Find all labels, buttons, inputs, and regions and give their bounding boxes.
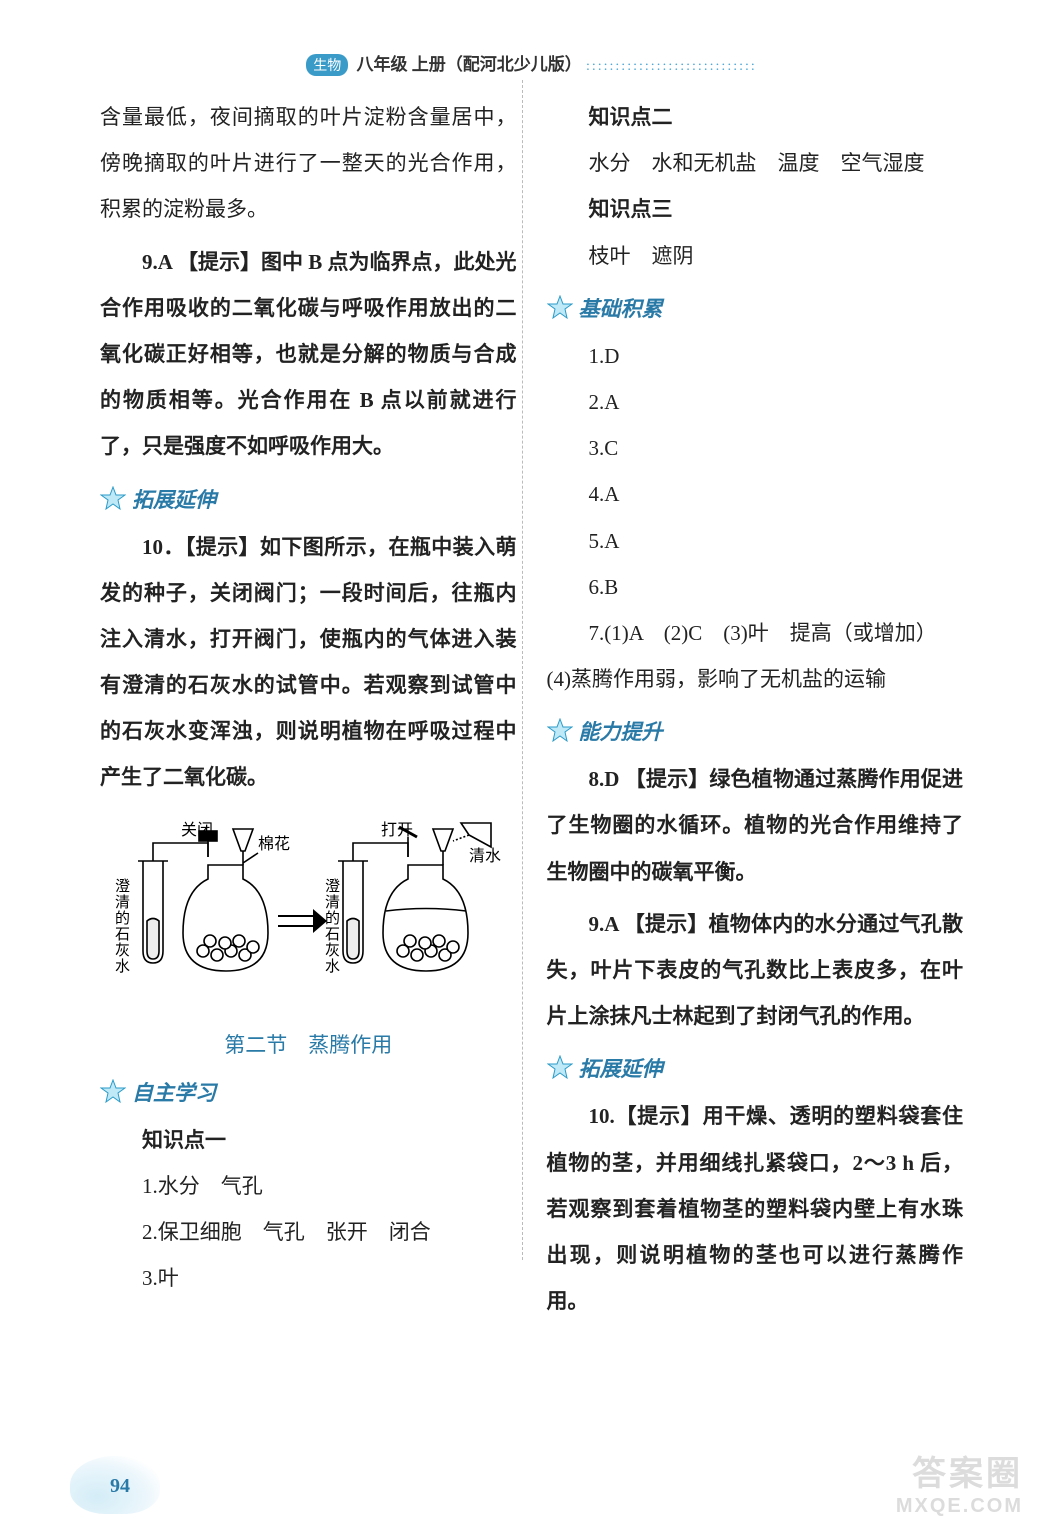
subject-badge: 生物 [306, 54, 348, 76]
page-number: 94 [110, 1475, 130, 1498]
label-open: 打开 [381, 821, 413, 839]
para-continuation: 含量最低，夜间摘取的叶片淀粉含量居中，傍晚摘取的叶片进行了一整天的光合作用，积累… [100, 94, 517, 233]
answer-9r: 9.A 【提示】植物体内的水分通过气孔散失，叶片下表皮的气孔数比上表皮多，在叶片… [547, 901, 964, 1040]
section-basics: 基础积累 [547, 293, 964, 323]
section-extension-label: 拓展延伸 [132, 484, 216, 514]
section-ability-label: 能力提升 [579, 716, 663, 746]
answer-9: 9.A 【提示】图中 B 点为临界点，此处光合作用吸收的二氧化碳与呼吸作用放出的… [100, 239, 517, 470]
star-icon [100, 486, 126, 512]
section-extension: 拓展延伸 [100, 484, 517, 514]
watermark-line2: MXQE.COM [896, 1495, 1023, 1518]
knowledge-point-1: 知识点一 [100, 1117, 517, 1163]
answer-2: 2.保卫细胞 气孔 张开 闭合 [100, 1209, 517, 1255]
knowledge-point-2: 知识点二 [547, 94, 964, 140]
q9r-text: 9.A 【提示】植物体内的水分通过气孔散失，叶片下表皮的气孔数比上表皮多，在叶片… [547, 912, 964, 1028]
b4: 4.A [547, 471, 964, 517]
b2: 2.A [547, 379, 964, 425]
answer-10r: 10.【提示】用干燥、透明的塑料袋套住植物的茎，并用细线扎紧袋口，2～3 h 后… [547, 1093, 964, 1324]
answer-8: 8.D 【提示】绿色植物通过蒸腾作用促进了生物圈的水循环。植物的光合作用维持了生… [547, 756, 964, 895]
section-ext-r-label: 拓展延伸 [579, 1053, 663, 1083]
experiment-diagram: 关闭 棉花 打开 清水 澄清的石灰水 澄清的石灰水 [100, 821, 517, 1001]
label-close: 关闭 [181, 821, 213, 839]
label-fresh: 清水 [469, 847, 501, 865]
q9-text: 9.A 【提示】图中 B 点为临界点，此处光合作用吸收的二氧化碳与呼吸作用放出的… [100, 250, 517, 459]
right-column: 知识点二 水分 水和无机盐 温度 空气湿度 知识点三 枝叶 遮阴 基础积累 1.… [547, 94, 964, 1330]
section-self-study: 自主学习 [100, 1077, 517, 1107]
label-cotton: 棉花 [258, 835, 290, 853]
watermark-line1: 答案圈 [896, 1446, 1023, 1495]
answer-3: 3.叶 [100, 1255, 517, 1301]
star-icon [547, 295, 573, 321]
b1: 1.D [547, 333, 964, 379]
b5: 5.A [547, 518, 964, 564]
watermark: 答案圈 MXQE.COM [896, 1446, 1023, 1518]
star-icon [547, 1055, 573, 1081]
b7a: 7.(1)A (2)C (3)叶 提高（或增加） [547, 610, 964, 656]
answer-10: 10．【提示】如下图所示，在瓶中装入萌发的种子，关闭阀门；一段时间后，往瓶内注入… [100, 524, 517, 801]
b6: 6.B [547, 564, 964, 610]
b7b: (4)蒸腾作用弱，影响了无机盐的运输 [547, 656, 964, 702]
left-column: 含量最低，夜间摘取的叶片淀粉含量居中，傍晚摘取的叶片进行了一整天的光合作用，积累… [100, 94, 517, 1330]
section-self-label: 自主学习 [132, 1077, 216, 1107]
column-divider [522, 80, 523, 1260]
kp2-answers: 水分 水和无机盐 温度 空气湿度 [547, 140, 964, 186]
star-icon [100, 1079, 126, 1105]
page-header: 生物 八年级 上册（配河北少儿版） ::::::::::::::::::::::… [100, 50, 963, 76]
q10-text: 10．【提示】如下图所示，在瓶中装入萌发的种子，关闭阀门；一段时间后，往瓶内注入… [100, 535, 517, 790]
answer-1: 1.水分 气孔 [100, 1163, 517, 1209]
header-dots: ::::::::::::::::::::::::::::: [586, 59, 757, 74]
star-icon [547, 718, 573, 744]
kp3-answers: 枝叶 遮阴 [547, 233, 964, 279]
label-lime-r: 澄清的石灰水 [325, 878, 340, 975]
header-title: 八年级 上册（配河北少儿版） [356, 55, 581, 74]
section-extension-r: 拓展延伸 [547, 1053, 964, 1083]
section-basics-label: 基础积累 [579, 293, 663, 323]
label-lime-l: 澄清的石灰水 [115, 878, 130, 975]
q10r-text: 10.【提示】用干燥、透明的塑料袋套住植物的茎，并用细线扎紧袋口，2～3 h 后… [547, 1104, 964, 1313]
b3: 3.C [547, 425, 964, 471]
knowledge-point-3: 知识点三 [547, 186, 964, 232]
section-ability: 能力提升 [547, 716, 964, 746]
q8-text: 8.D 【提示】绿色植物通过蒸腾作用促进了生物圈的水循环。植物的光合作用维持了生… [547, 767, 964, 883]
chapter-title: 第二节 蒸腾作用 [100, 1029, 517, 1059]
